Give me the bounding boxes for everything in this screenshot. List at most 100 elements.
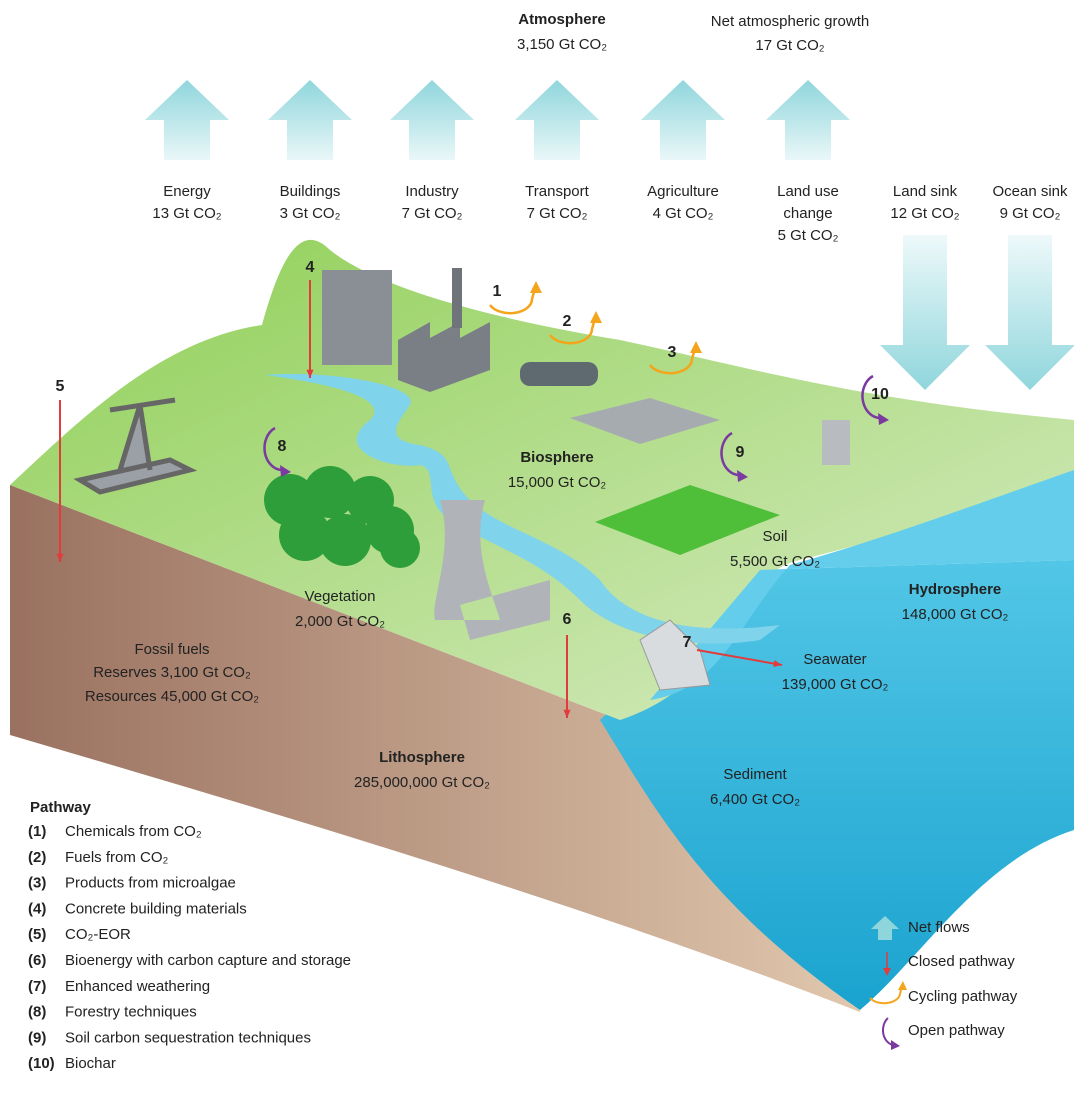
pathway-marker: 7 [683, 634, 692, 651]
emission-label: Energy [163, 183, 211, 200]
arrow-head [773, 660, 782, 668]
closed-pathway-arrow [696, 649, 783, 666]
sink-amount: 9 Gt CO₂ [1000, 205, 1061, 222]
emission-amount: 3 Gt CO₂ [280, 205, 341, 222]
pathway-label: Soil carbon sequestration techniques [65, 1029, 311, 1046]
lithosphere-amount: 285,000,000 Gt CO₂ [354, 774, 490, 791]
sink-label: Ocean sink [992, 183, 1068, 200]
pathway-number: (6) [28, 952, 46, 969]
vegetation-amount: 2,000 Gt CO₂ [295, 613, 385, 630]
atmosphere-title: Atmosphere [518, 11, 606, 28]
pathway-marker: 4 [306, 259, 315, 276]
hydrosphere-amount: 148,000 Gt CO₂ [902, 606, 1009, 623]
power-plant [434, 500, 550, 640]
chimney [452, 268, 462, 328]
car [520, 362, 598, 386]
net-flow-arrow [515, 80, 599, 160]
arrow-head [737, 470, 748, 482]
sediment-amount: 6,400 Gt CO₂ [710, 791, 800, 808]
pathway-label: Fuels from CO₂ [65, 849, 169, 866]
flow-legend-label: Closed pathway [908, 953, 1015, 970]
pathway-number: (5) [28, 926, 46, 943]
net-growth-amount: 17 Gt CO₂ [755, 37, 824, 54]
flow-legend-label: Cycling pathway [908, 988, 1018, 1005]
open-pathway-arrow [720, 431, 741, 477]
emission-amount: 4 Gt CO₂ [653, 205, 714, 222]
landscape [10, 239, 1074, 1012]
pathway-label: Enhanced weathering [65, 978, 210, 995]
soil-amount: 5,500 Gt CO₂ [730, 553, 820, 570]
pathway-label: Concrete building materials [65, 900, 247, 917]
net-flow-arrow [641, 80, 725, 160]
biosphere-title: Biosphere [520, 449, 593, 466]
emission-label: Buildings [280, 183, 341, 200]
biochar-plant [822, 420, 850, 465]
emission-amount: 5 Gt CO₂ [778, 227, 839, 244]
arrow-head [590, 311, 602, 323]
arrow-head [56, 553, 64, 562]
arrow-head [563, 709, 571, 718]
pathway-number: (8) [28, 1004, 46, 1021]
pathway-label: Bioenergy with carbon capture and storag… [65, 952, 351, 969]
flow-legend-label: Net flows [908, 919, 970, 936]
pathway-number: (7) [28, 978, 46, 995]
pathway-marker: 3 [668, 344, 677, 361]
atmosphere-amount: 3,150 Gt CO₂ [517, 36, 607, 53]
pathway-label: Forestry techniques [65, 1004, 197, 1021]
cycling-icon [869, 984, 903, 1005]
emission-label: Transport [525, 183, 589, 200]
arrow-head [306, 369, 314, 378]
net-flow-arrow [766, 80, 850, 160]
emission-label: Land use [777, 183, 839, 200]
net-flow-arrow [145, 80, 229, 160]
fossil-fuels-title: Fossil fuels [134, 641, 209, 658]
pathway-marker: 10 [871, 386, 889, 403]
soil-fields [595, 485, 780, 555]
sea-surface [650, 470, 1074, 700]
soil-title: Soil [762, 528, 787, 545]
fossil-fuels-resources: Resources 45,000 Gt CO₂ [85, 688, 259, 705]
pathway-marker: 5 [56, 378, 65, 395]
net-flow-arrow [268, 80, 352, 160]
cycling-pathway-arrow [648, 344, 698, 375]
sink-arrow [985, 235, 1074, 390]
rocks [639, 619, 711, 691]
emission-label: change [783, 205, 832, 222]
oil-pump [73, 397, 198, 495]
hydrosphere-title: Hydrosphere [909, 581, 1002, 598]
pathway-number: (2) [28, 849, 46, 866]
lithosphere-title: Lithosphere [379, 749, 465, 766]
cycling-pathway-arrow [548, 314, 598, 345]
algae-ponds [570, 398, 720, 444]
emission-amount: 13 Gt CO₂ [152, 205, 221, 222]
office-building [322, 270, 392, 365]
emission-amount: 7 Gt CO₂ [402, 205, 463, 222]
open-pathway-arrow [861, 374, 882, 420]
cycling-pathway-arrow [488, 284, 538, 315]
pathway-number: (4) [28, 900, 46, 917]
arrow-head [883, 968, 891, 976]
pathway-number: (1) [28, 823, 46, 840]
pathway-marker: 6 [563, 611, 572, 628]
pathway-marker: 9 [736, 444, 745, 461]
fossil-fuels-reserves: Reserves 3,100 Gt CO₂ [93, 664, 251, 681]
arrow-head [690, 341, 702, 353]
arrow-head [530, 281, 542, 293]
open-pathway-arrow [263, 426, 284, 472]
pathway-marker: 8 [278, 438, 287, 455]
seawater-amount: 139,000 Gt CO₂ [782, 676, 889, 693]
pathway-marker: 1 [493, 283, 502, 300]
net-growth-title: Net atmospheric growth [711, 13, 869, 30]
arrow-head [280, 465, 291, 477]
emission-label: Agriculture [647, 183, 719, 200]
vegetation-title: Vegetation [305, 588, 376, 605]
flow-legend-label: Open pathway [908, 1022, 1005, 1039]
arrow-head [891, 1040, 900, 1050]
open-icon [882, 1017, 894, 1046]
river [265, 374, 780, 644]
net-flow-icon [871, 916, 899, 940]
emission-label: Industry [405, 183, 459, 200]
biosphere-amount: 15,000 Gt CO₂ [508, 474, 607, 491]
sediment-title: Sediment [723, 766, 787, 783]
